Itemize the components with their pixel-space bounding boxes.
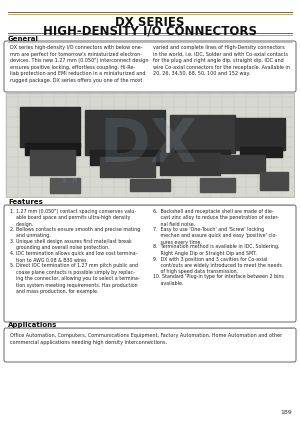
Bar xyxy=(100,157,155,177)
Bar xyxy=(200,178,235,192)
Text: DX: DX xyxy=(99,116,197,175)
Text: 9.  DX with 3 position and 3 cavities for Co-axial
     cont/outs are widely int: 9. DX with 3 position and 3 cavities for… xyxy=(153,257,282,275)
Bar xyxy=(50,178,80,193)
Bar xyxy=(160,153,220,175)
Bar xyxy=(260,172,288,190)
Bar xyxy=(25,143,80,155)
Bar xyxy=(175,150,230,160)
Text: 189: 189 xyxy=(280,410,292,415)
Bar xyxy=(85,110,165,155)
Bar xyxy=(220,155,265,173)
Text: Applications: Applications xyxy=(8,322,57,328)
Bar xyxy=(240,147,282,157)
Text: 7.  Easy to use 'One-Touch' and 'Screw' locking
     mechan and assure quick and: 7. Easy to use 'One-Touch' and 'Screw' l… xyxy=(153,227,277,244)
Text: 10. Standard 'Plug-in type for interface between 2 bins
     available.: 10. Standard 'Plug-in type for interface… xyxy=(153,274,284,286)
Bar xyxy=(170,115,235,153)
Bar xyxy=(20,107,80,147)
Text: varied and complete lines of High-Density connectors
in the world, i.e. IDC, Sol: varied and complete lines of High-Densit… xyxy=(153,45,290,76)
Bar xyxy=(130,179,170,191)
Text: DX SERIES: DX SERIES xyxy=(115,16,185,29)
Text: Features: Features xyxy=(8,199,43,205)
Text: 5. Direct IDC termination of 1.27 mm pitch public and
    coaxe plane contacts i: 5. Direct IDC termination of 1.27 mm pit… xyxy=(10,264,140,294)
Bar xyxy=(235,118,285,150)
Text: 3. Unique shell design assures first mate/last break
    grounding and overall n: 3. Unique shell design assures first mat… xyxy=(10,239,132,250)
FancyBboxPatch shape xyxy=(6,93,294,197)
FancyBboxPatch shape xyxy=(4,41,296,92)
Bar xyxy=(90,150,160,165)
Text: 4. IDC termination allows quick and low cost termina-
    tion to AWG 0.08 & B30: 4. IDC termination allows quick and low … xyxy=(10,251,137,263)
Text: DX series high-density I/O connectors with below one-
mm are perfect for tomorro: DX series high-density I/O connectors wi… xyxy=(10,45,148,82)
FancyBboxPatch shape xyxy=(4,205,296,322)
Text: э  л: э л xyxy=(62,176,78,184)
Text: 2. Bellows contacts ensure smooth and precise mating
    and unmating.: 2. Bellows contacts ensure smooth and pr… xyxy=(10,227,140,238)
Text: 8.  Termination method is available in IDC, Soldering,
     Right Angle Dip or S: 8. Termination method is available in ID… xyxy=(153,244,280,256)
Bar xyxy=(30,150,75,175)
Text: General: General xyxy=(8,36,39,42)
Text: Office Automation, Computers, Communications Equipment, Factory Automation, Home: Office Automation, Computers, Communicat… xyxy=(10,333,282,345)
Text: 1. 1.27 mm (0.050") contact spacing conserves valu-
    able board space and per: 1. 1.27 mm (0.050") contact spacing cons… xyxy=(10,209,136,227)
FancyBboxPatch shape xyxy=(4,328,296,362)
Text: HIGH-DENSITY I/O CONNECTORS: HIGH-DENSITY I/O CONNECTORS xyxy=(43,24,257,37)
Text: 6.  Backshell and receptacle shell are made of die-
     cast zinc alloy to redu: 6. Backshell and receptacle shell are ma… xyxy=(153,209,279,227)
